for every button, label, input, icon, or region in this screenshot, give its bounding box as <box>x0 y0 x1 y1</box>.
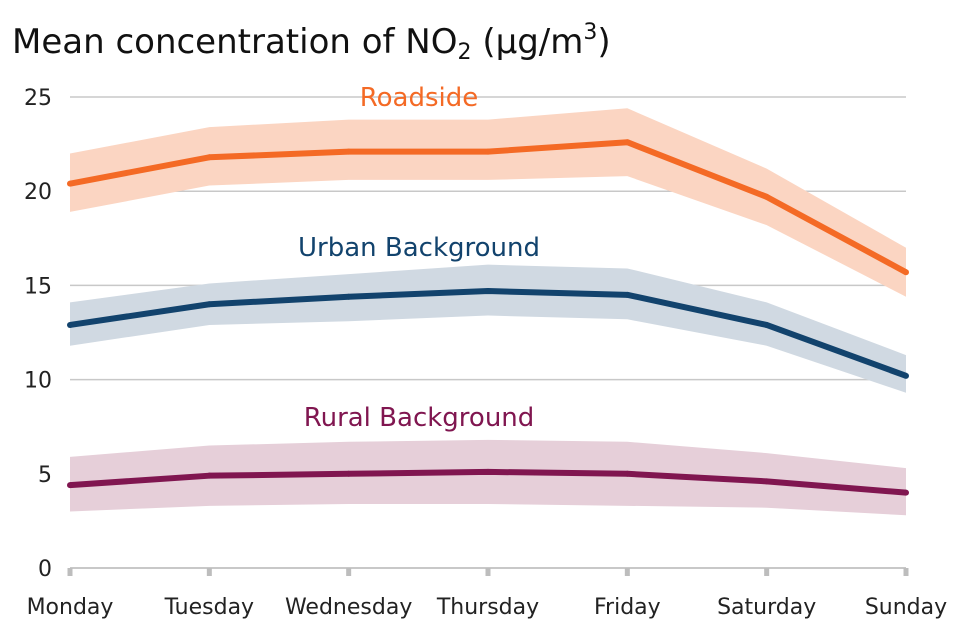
x-tick-label-sunday: Sunday <box>865 595 947 620</box>
y-tick-label-10: 10 <box>24 369 52 394</box>
urban-background-point-friday <box>624 291 631 298</box>
x-tick-label-thursday: Thursday <box>436 595 539 620</box>
urban-background-point-saturday <box>763 321 770 328</box>
urban-background-point-thursday <box>485 288 491 295</box>
y-tick-label-25: 25 <box>24 86 52 111</box>
roadside-point-saturday <box>763 193 770 200</box>
rural-background-point-saturday <box>763 478 770 485</box>
title-middle: (µg/m <box>471 22 584 62</box>
x-tick-label-friday: Friday <box>594 595 661 620</box>
rural-background-point-tuesday <box>206 472 213 479</box>
y-tick-label-0: 0 <box>38 557 52 582</box>
chart-title: Mean concentration of NO2 (µg/m3) <box>12 20 611 65</box>
x-tick-label-wednesday: Wednesday <box>285 595 412 620</box>
x-tick-label-tuesday: Tuesday <box>164 595 255 620</box>
title-prefix: Mean concentration of NO <box>12 22 458 62</box>
rural-background-point-wednesday <box>345 470 352 477</box>
title-superscript: 3 <box>583 20 598 45</box>
rural-background-point-friday <box>624 470 631 477</box>
y-tick-label-5: 5 <box>38 463 52 488</box>
rural-background-point-thursday <box>485 468 491 475</box>
roadside-point-friday <box>624 139 631 146</box>
urban-background-point-sunday <box>903 372 909 379</box>
rural-background-point-sunday <box>903 489 909 496</box>
urban-background-point-wednesday <box>345 293 352 300</box>
roadside-point-wednesday <box>345 148 352 155</box>
x-tick-label-monday: Monday <box>27 595 114 620</box>
x-tick-label-saturday: Saturday <box>717 595 816 620</box>
urban-background-band <box>70 264 906 393</box>
rural-background-point-monday <box>67 482 73 489</box>
roadside-label: Roadside <box>360 83 479 113</box>
urban-background-point-monday <box>67 321 73 328</box>
roadside-point-tuesday <box>206 154 213 161</box>
title-suffix: ) <box>597 22 611 62</box>
urban-background-point-tuesday <box>206 301 213 308</box>
rural-background-band <box>70 439 906 516</box>
urban-background-label: Urban Background <box>298 233 540 263</box>
roadside-point-sunday <box>903 269 909 276</box>
title-subscript: 2 <box>457 40 472 65</box>
y-tick-label-20: 20 <box>24 180 52 205</box>
rural-background-label: Rural Background <box>304 403 535 433</box>
roadside-point-thursday <box>485 148 491 155</box>
roadside-point-monday <box>67 180 73 187</box>
y-tick-label-15: 15 <box>24 274 52 299</box>
